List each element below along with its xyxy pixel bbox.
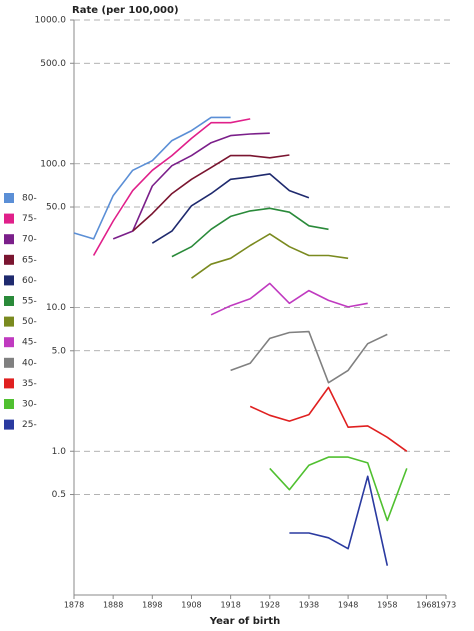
legend-label: 45- [22,338,37,348]
legend-label: 75- [22,214,37,224]
legend-label: 60- [22,276,37,286]
series-line [171,207,329,258]
legend-swatch [4,254,14,265]
series-line [191,233,349,279]
x-tick-label: 1908 [181,601,201,610]
y-tick-label: 10.0 [46,303,66,313]
legend-swatch [4,378,14,389]
legend-swatch [4,213,14,224]
legend-label: 70- [22,235,37,245]
series-line [210,282,368,316]
x-tick-label: 1938 [299,601,319,610]
x-tick-label: 1878 [64,601,84,610]
y-tick-label: 100.0 [40,159,66,169]
series-line [269,456,408,522]
y-tick-label: 1000.0 [35,16,67,26]
legend-swatch [4,357,14,368]
y-tick-label: 1.0 [52,447,67,457]
legend-swatch [4,419,14,430]
legend-swatch [4,296,14,306]
legend-label: 55- [22,297,37,307]
x-tick-label: 1928 [260,601,280,610]
x-tick-label: 1918 [220,601,240,610]
x-tick-label: 1898 [142,601,162,610]
series-line [151,173,310,244]
series-line [230,330,388,384]
x-tick-label: 1973 [436,601,456,610]
x-tick-label: 1968 [416,601,436,610]
y-axis-label: Rate (per 100,000) [72,5,179,16]
legend-swatch [4,275,14,286]
y-tick-label: 50.0 [46,203,66,213]
legend-swatch [4,193,14,203]
legend-label: 80- [22,194,37,204]
y-tick-label: 500.0 [40,59,66,69]
legend-swatch [4,337,14,348]
y-tick-label: 0.5 [52,490,66,500]
x-tick-label: 1888 [103,601,123,610]
legend-swatch [4,316,14,327]
legend-label: 50- [22,317,37,327]
legend-label: 65- [22,255,37,265]
legend-label: 40- [22,358,37,368]
series-line [249,386,408,452]
series-line [132,154,290,232]
legend-swatch [4,399,14,409]
x-tick-label: 1948 [338,601,358,610]
legend-label: 30- [22,400,37,410]
series-line [73,116,231,240]
series-line [92,118,251,256]
x-tick-label: 1958 [377,601,397,610]
series-line [112,132,270,240]
x-axis-label: Year of birth [209,616,280,627]
legend-swatch [4,234,14,245]
legend-label: 25- [22,420,37,430]
series-line [289,475,389,566]
legend-label: 35- [22,379,37,389]
y-tick-label: 5.0 [52,346,67,356]
